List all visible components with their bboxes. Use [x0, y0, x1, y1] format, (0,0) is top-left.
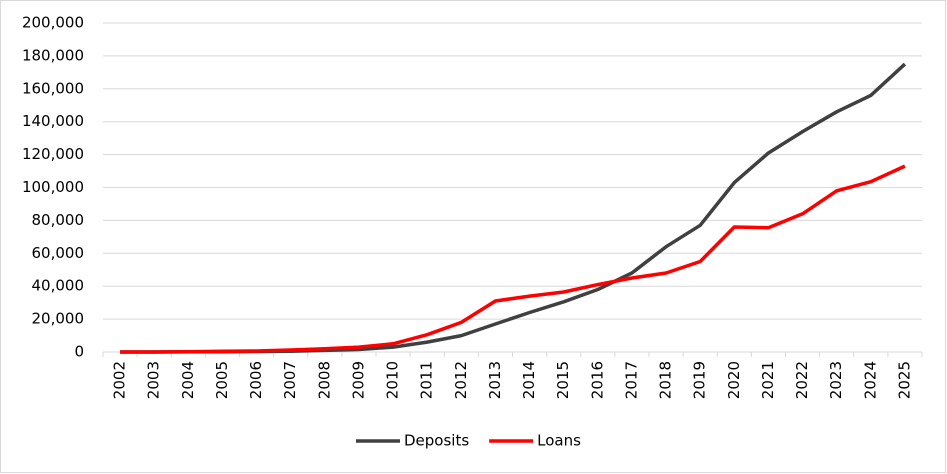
y-tick-label: 120,000 [22, 145, 84, 163]
legend-label: Loans [537, 432, 581, 450]
x-tick-label: 2004 [179, 361, 197, 399]
x-tick-label: 2010 [384, 361, 402, 399]
y-tick-label: 60,000 [32, 244, 85, 262]
x-tick-label: 2012 [452, 361, 470, 399]
x-tick-label: 2022 [793, 361, 811, 399]
y-tick-label: 160,000 [22, 79, 84, 97]
x-tick-label: 2015 [554, 361, 572, 399]
y-tick-label: 140,000 [22, 112, 84, 130]
x-tick-label: 2018 [657, 361, 675, 399]
y-tick-label: 20,000 [32, 310, 85, 328]
y-tick-label: 40,000 [32, 277, 85, 295]
x-tick-label: 2023 [827, 361, 845, 399]
x-tick-label: 2006 [247, 361, 265, 399]
y-tick-label: 200,000 [22, 14, 84, 32]
x-tick-label: 2019 [691, 361, 709, 399]
legend-label: Deposits [404, 432, 469, 450]
x-tick-label: 2016 [588, 361, 606, 399]
x-tick-label: 2007 [281, 361, 299, 399]
x-tick-label: 2011 [418, 361, 436, 399]
line-series [120, 164, 906, 354]
x-tick-label: 2005 [213, 361, 231, 399]
x-tick-label: 2008 [315, 361, 333, 399]
x-tick-label: 2025 [895, 361, 913, 399]
x-tick-label: 2014 [520, 361, 538, 399]
y-tick-label: 0 [74, 343, 84, 361]
y-tick-label: 100,000 [22, 178, 84, 196]
x-tick-label: 2013 [486, 361, 504, 399]
x-tick-label: 2017 [622, 361, 640, 399]
y-tick-label: 180,000 [22, 46, 84, 64]
x-tick-label: 2021 [759, 361, 777, 399]
x-tick-label: 2024 [861, 361, 879, 399]
x-tick-label: 2002 [111, 361, 129, 399]
x-tick-label: 2003 [145, 361, 163, 399]
x-tick-label: 2009 [349, 361, 367, 399]
y-tick-label: 80,000 [32, 211, 85, 229]
x-tick-label: 2020 [725, 361, 743, 399]
